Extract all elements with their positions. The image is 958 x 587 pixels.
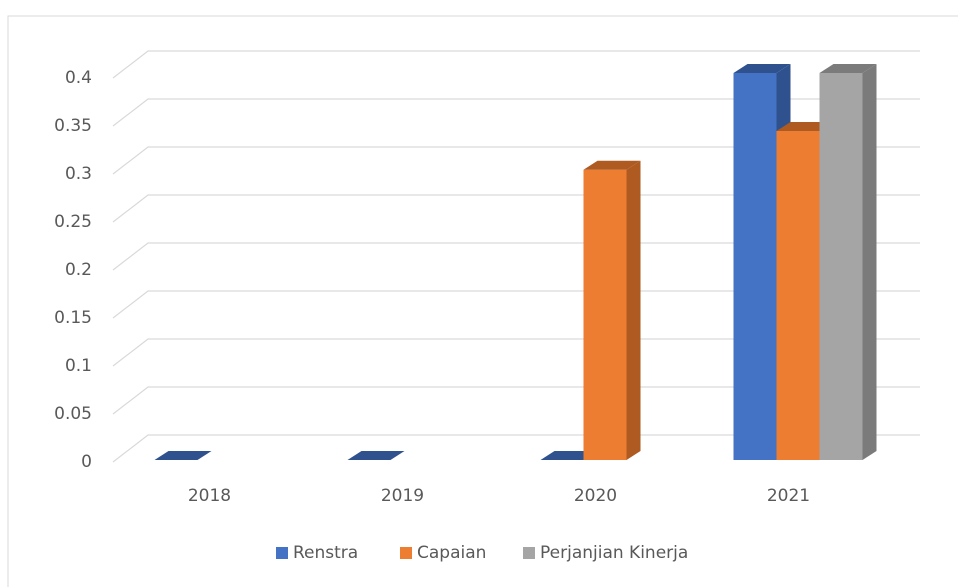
y-tick-label: 0 [81,452,92,472]
x-tick-label: 2020 [574,486,617,506]
y-tick-label: 0.4 [65,68,92,88]
y-tick-label: 0.35 [54,116,92,136]
x-tick-label: 2021 [767,486,810,506]
legend-label: Perjanjian Kinerja [540,543,688,563]
bar [819,64,877,460]
x-tick-label: 2019 [381,486,424,506]
bar [347,451,405,460]
bar-face [819,64,877,73]
y-tick-label: 0.05 [54,404,92,424]
grid-line [112,386,920,415]
legend-swatch [400,547,412,559]
grid-line [112,194,920,223]
bar-face [776,131,820,461]
y-tick-label: 0.1 [65,356,92,376]
bar-face [583,160,641,170]
x-tick-label: 2018 [188,486,231,506]
bar-face [540,451,598,460]
bar-face [819,73,863,460]
grid-line [112,146,920,175]
bar [540,451,598,460]
y-tick-label: 0.15 [54,308,92,328]
grid-line [112,242,920,271]
y-tick-label: 0.25 [54,212,92,232]
grid-line [112,434,920,463]
y-tick-label: 0.2 [65,260,92,280]
bar-face [626,160,641,460]
grid-line [112,98,920,127]
bar [154,451,212,460]
bar-face [862,64,877,460]
bar-face [776,122,834,132]
bar-face [733,64,791,73]
bar-face [154,451,212,460]
legend-label: Renstra [293,543,358,563]
bar-face [583,169,627,460]
legend-label: Capaian [417,543,486,563]
y-tick-label: 0.3 [65,164,92,184]
grid-line [112,338,920,367]
grid-line [112,50,920,79]
legend-swatch [523,547,535,559]
bar [583,160,641,460]
legend-swatch [276,547,288,559]
grid-line [112,290,920,319]
bar-face [347,451,405,460]
bar-face [733,73,777,460]
